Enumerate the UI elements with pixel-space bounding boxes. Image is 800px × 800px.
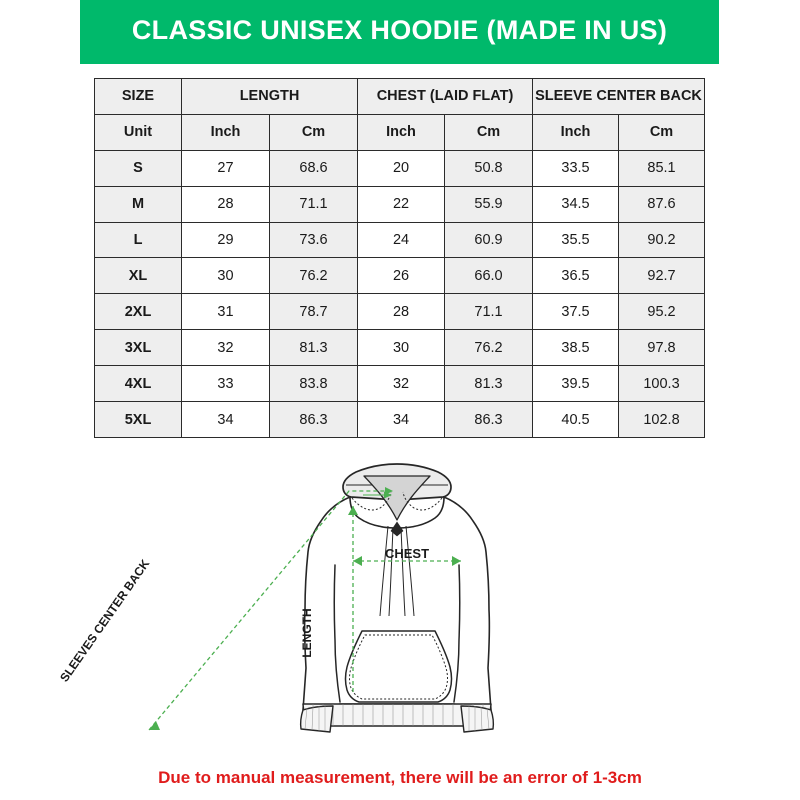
- svg-text:SLEEVES CENTER BACK: SLEEVES CENTER BACK: [57, 557, 152, 685]
- svg-text:CHEST: CHEST: [385, 546, 429, 561]
- svg-text:LENGTH: LENGTH: [300, 608, 314, 657]
